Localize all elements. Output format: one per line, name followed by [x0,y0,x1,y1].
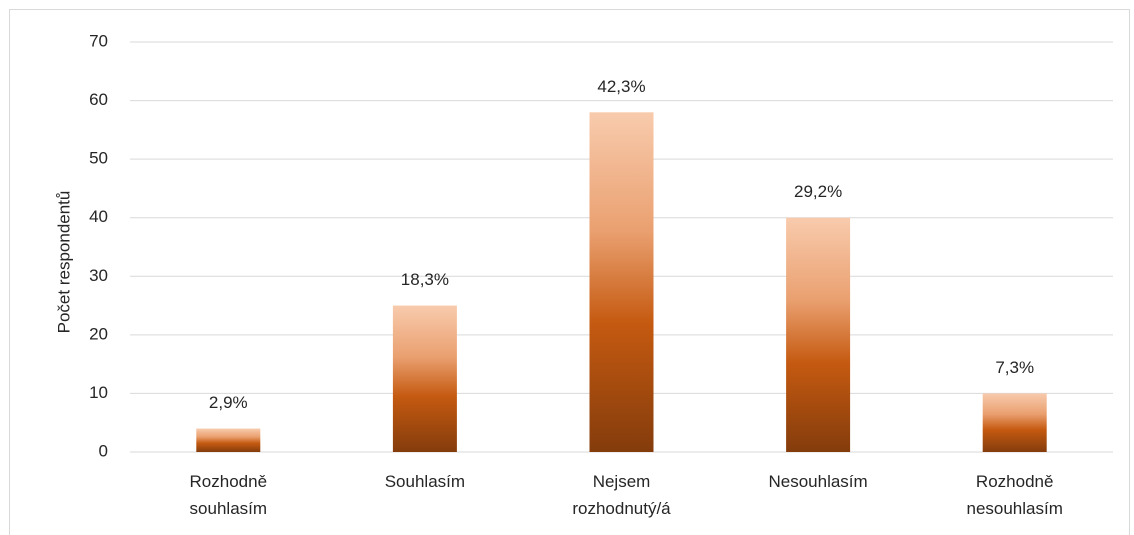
y-tick-label: 60 [89,90,108,109]
value-label: 29,2% [794,182,842,201]
x-tick-label: Rozhodně nesouhlasím [966,472,1063,518]
chart-border [9,9,1130,535]
y-tick-label: 0 [99,441,108,460]
y-tick-label: 20 [89,324,108,343]
y-axis-title: Počet respondentů [54,191,73,334]
y-tick-label: 30 [89,266,108,285]
x-tick-label: Rozhodně souhlasím [189,472,268,518]
value-label: 7,3% [995,358,1034,377]
value-label: 2,9% [209,393,248,412]
bar [392,305,457,452]
y-tick-label: 40 [89,207,108,226]
x-tick-label: Nejsem rozhodnutý/á [572,472,671,518]
bar [786,217,851,452]
value-label: 42,3% [597,77,645,96]
bar [589,112,654,453]
y-tick-label: 50 [89,149,108,168]
y-tick-label: 10 [89,383,108,402]
value-label: 18,3% [401,270,449,289]
y-tick-label: 70 [89,31,108,50]
bar [196,428,261,452]
x-tick-label: Nesouhlasím [768,472,868,491]
x-tick-label: Souhlasím [384,472,466,491]
bar [982,393,1047,452]
